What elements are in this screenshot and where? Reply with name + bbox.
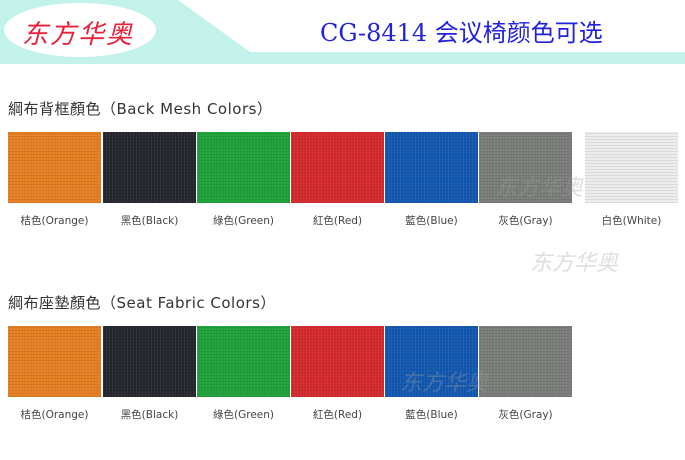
color-swatch[interactable] <box>291 326 384 397</box>
swatch-label: 藍色(Blue) <box>405 409 458 421</box>
swatch-label: 灰色(Gray) <box>498 409 553 421</box>
color-swatch[interactable] <box>103 326 196 397</box>
color-swatch[interactable] <box>479 326 572 397</box>
swatch-label: 桔色(Orange) <box>20 409 89 421</box>
watermark: 东方华奥 <box>400 371 489 396</box>
page-title: CG-8414 会议椅颜色可选 <box>320 19 603 47</box>
color-swatch[interactable] <box>197 132 290 203</box>
color-swatch[interactable] <box>103 132 196 203</box>
swatch-label: 白色(White) <box>601 215 662 227</box>
color-swatch[interactable] <box>385 326 478 397</box>
watermark: 东方华奥 <box>495 176 584 201</box>
color-swatch[interactable] <box>291 132 384 203</box>
swatch-label: 桔色(Orange) <box>20 215 89 227</box>
header-banner <box>0 0 685 64</box>
color-swatch[interactable] <box>585 132 678 203</box>
watermark: 东方华奥 <box>530 251 619 276</box>
color-swatch[interactable] <box>197 326 290 397</box>
seat-fabric-title: 綱布座墊顏色（Seat Fabric Colors） <box>8 294 276 312</box>
back-mesh-title: 綱布背框顏色（Back Mesh Colors） <box>8 100 273 118</box>
swatch-label: 黑色(Black) <box>120 409 179 421</box>
brand-logo: 东方华奥 <box>22 20 135 50</box>
color-swatch[interactable] <box>8 132 101 203</box>
swatch-label: 紅色(Red) <box>312 215 363 227</box>
swatch-label: 綠色(Green) <box>213 215 274 227</box>
color-swatch[interactable] <box>385 132 478 203</box>
swatch-label: 紅色(Red) <box>312 409 363 421</box>
color-swatch[interactable] <box>479 132 572 203</box>
swatch-label: 灰色(Gray) <box>498 215 553 227</box>
color-swatch[interactable] <box>8 326 101 397</box>
swatch-label: 藍色(Blue) <box>405 215 458 227</box>
swatch-label: 黑色(Black) <box>120 215 179 227</box>
swatch-label: 綠色(Green) <box>213 409 274 421</box>
